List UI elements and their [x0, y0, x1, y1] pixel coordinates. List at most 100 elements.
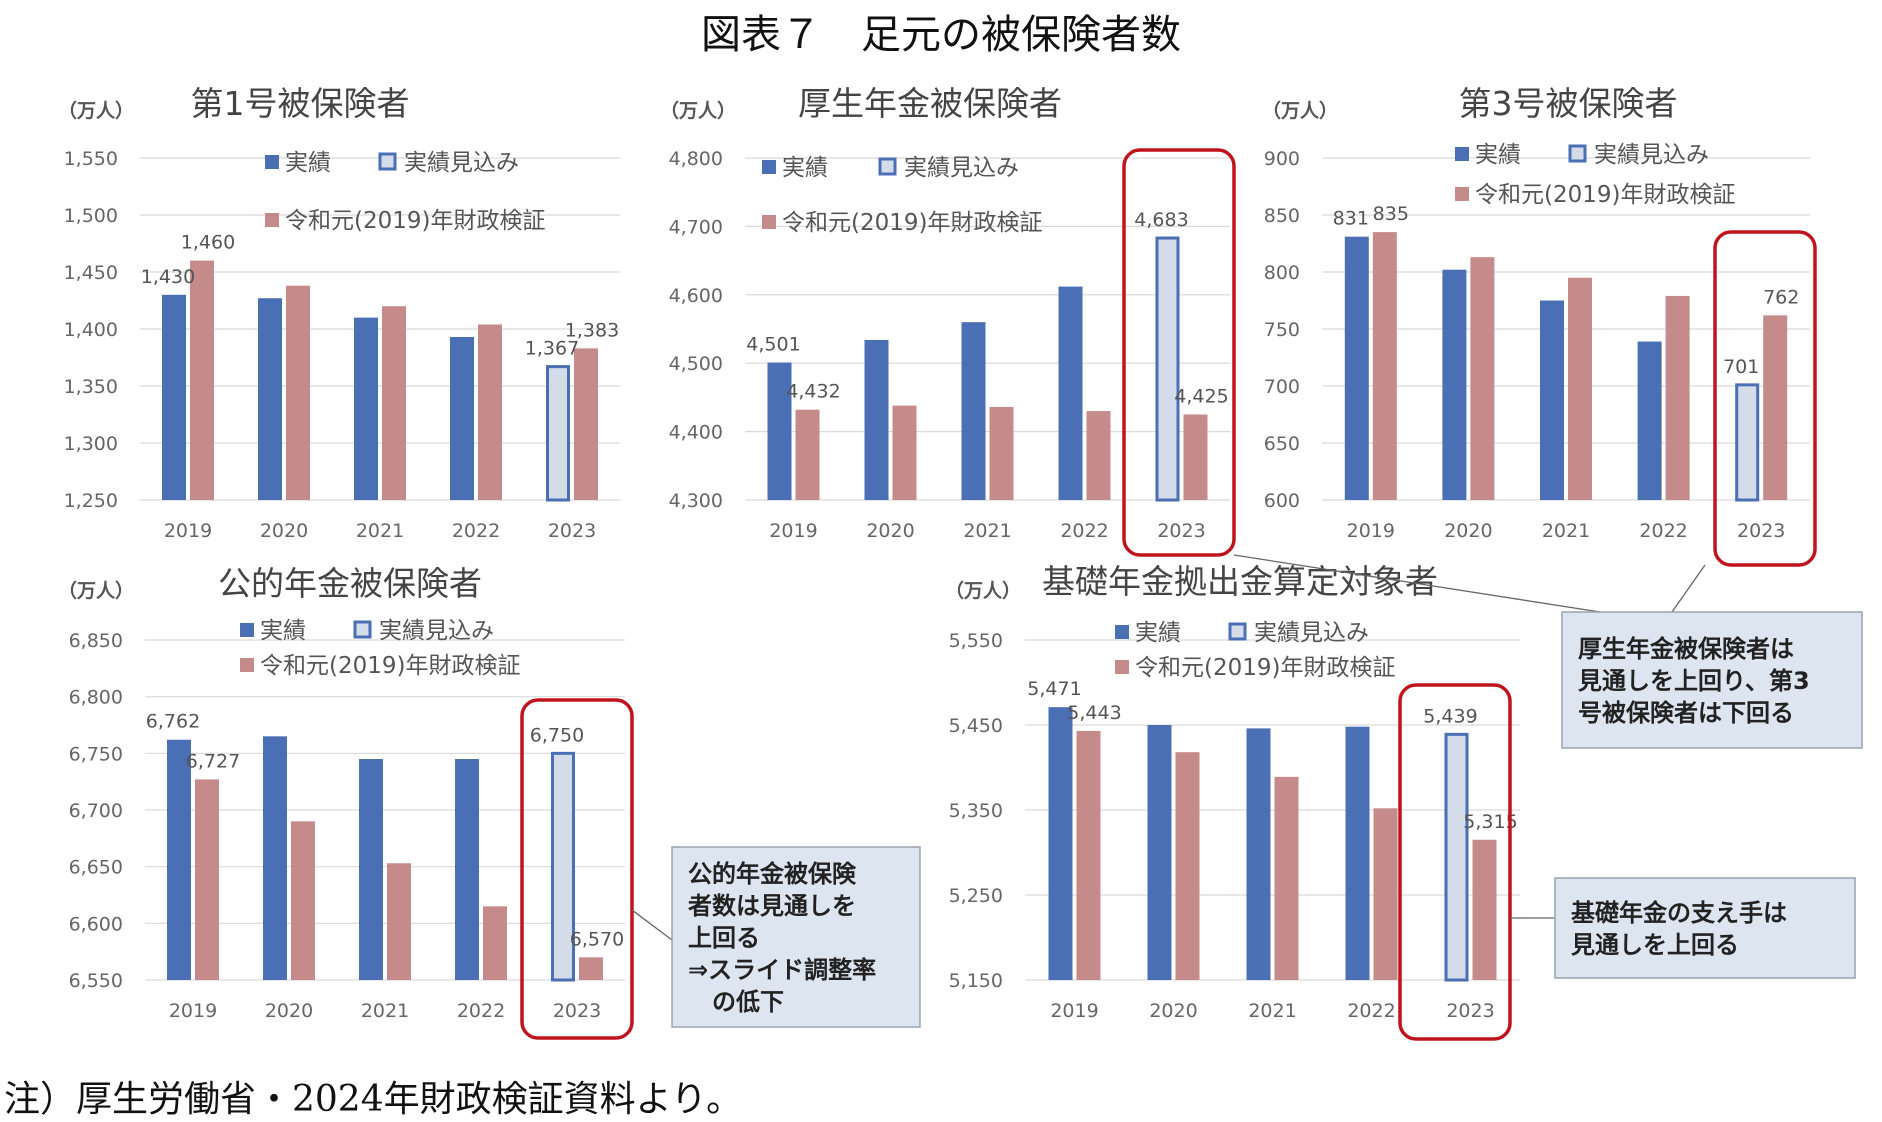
- data-label-projection: 6,727: [186, 750, 240, 772]
- legend-label-projection: 令和元(2019)年財政検証: [285, 208, 545, 234]
- y-tick-label: 1,500: [64, 205, 118, 227]
- x-tick-label: 2021: [361, 1000, 409, 1022]
- y-tick-label: 1,450: [64, 262, 118, 284]
- x-tick-label: 2020: [1444, 520, 1492, 542]
- callout-text-line: 者数は見通しを: [688, 892, 856, 920]
- bar-actual: [354, 317, 378, 500]
- x-tick-label: 2020: [1149, 1000, 1197, 1022]
- y-tick-label: 5,550: [949, 630, 1003, 652]
- x-tick-label: 2019: [769, 520, 817, 542]
- y-tick-label: 1,350: [64, 376, 118, 398]
- page-title: 図表７ 足元の被保険者数: [701, 12, 1181, 58]
- legend-swatch-estimate: [878, 157, 897, 176]
- x-tick-label: 2019: [1347, 520, 1395, 542]
- y-tick-label: 850: [1264, 205, 1300, 227]
- legend-swatch-estimate: [1228, 622, 1247, 641]
- x-tick-label: 2019: [164, 520, 212, 542]
- chart-panel-2: 厚生年金被保険者 （万人） 4,300 4,400 4,500 4,600 4,700 4,8…: [660, 84, 1236, 557]
- chart-panel-4: 公的年金被保険者 （万人） 6,550 6,600 6,650 6,700 6,750 6,8…: [58, 564, 634, 1040]
- y-tick-label: 6,750: [69, 743, 123, 765]
- data-label-projection: 4,425: [1174, 386, 1228, 408]
- bar-projection: [1763, 315, 1788, 500]
- data-label-actual: 6,750: [530, 724, 584, 746]
- data-label-actual: 4,501: [746, 334, 800, 356]
- y-tick-label: 6,550: [69, 970, 123, 992]
- legend-label-actual: 実績: [782, 155, 828, 181]
- bar-projection: [1076, 730, 1101, 980]
- bar-actual: [450, 336, 474, 500]
- callout-text-line: 公的年金被保険: [688, 860, 857, 888]
- highlight-2023-box: [1398, 683, 1512, 1041]
- chart-panel-5: 基礎年金拠出金算定対象者 （万人） 5,150 5,250 5,350 5,450 5,55…: [945, 562, 1520, 1041]
- x-tick-label: 2023: [1157, 520, 1205, 542]
- bar-actual: [1540, 300, 1564, 500]
- data-label-projection: 1,460: [181, 232, 235, 254]
- x-tick-label: 2021: [1248, 1000, 1296, 1022]
- x-tick-label: 2022: [1347, 1000, 1395, 1022]
- bar-actual: [1147, 725, 1172, 980]
- bar-actual: [1058, 286, 1083, 500]
- y-tick-label: 900: [1264, 148, 1300, 170]
- bar-projection: [195, 779, 219, 980]
- bar-projection: [989, 406, 1014, 500]
- legend-label-projection: 令和元(2019)年財政検証: [782, 210, 1042, 236]
- bar-projection: [478, 324, 502, 500]
- bar-actual: [162, 294, 186, 500]
- y-tick-label: 1,250: [64, 490, 118, 512]
- data-label-actual: 6,762: [146, 711, 200, 733]
- chart-title: 第1号被保険者: [191, 84, 410, 123]
- bar-projection: [1086, 411, 1111, 500]
- data-label-actual: 1,367: [525, 338, 579, 360]
- legend-swatch-estimate: [378, 152, 397, 171]
- callout-box: [671, 846, 921, 1028]
- bar-projection: [1472, 839, 1497, 980]
- chart-title: 公的年金被保険者: [218, 564, 482, 603]
- bar-actual: [263, 736, 287, 980]
- x-tick-label: 2019: [169, 1000, 217, 1022]
- bar-actual: [1048, 707, 1073, 980]
- unit-label: （万人）: [1262, 99, 1338, 122]
- callout-connector: [631, 909, 673, 941]
- x-tick-label: 2019: [1050, 1000, 1098, 1022]
- bar-projection: [579, 957, 603, 980]
- data-label-actual: 701: [1723, 356, 1759, 378]
- bar-projection: [291, 821, 315, 980]
- bar-projection: [892, 405, 917, 500]
- bar-actual: [767, 362, 792, 500]
- unit-label: （万人）: [945, 579, 1021, 602]
- chart-title: 第3号被保険者: [1459, 84, 1678, 123]
- data-label-actual: 1,430: [141, 266, 195, 288]
- bar-projection: [387, 863, 411, 980]
- callout-connector: [1233, 554, 1601, 613]
- bar-estimate: [551, 751, 575, 982]
- x-tick-label: 2023: [553, 1000, 601, 1022]
- bar-actual: [1246, 728, 1271, 980]
- y-tick-label: 4,300: [669, 490, 723, 512]
- bar-estimate: [546, 365, 570, 502]
- bar-actual: [1345, 726, 1370, 980]
- bar-actual: [455, 759, 479, 980]
- x-tick-label: 2020: [866, 520, 914, 542]
- callout-text-line: 厚生年金被保険者は: [1578, 635, 1794, 663]
- callout-text-line: 号被保険者は下回る: [1578, 699, 1794, 727]
- legend-swatch-projection: [1455, 187, 1469, 201]
- x-tick-label: 2021: [356, 520, 404, 542]
- y-tick-label: 700: [1264, 376, 1300, 398]
- legend-label-projection: 令和元(2019)年財政検証: [1475, 182, 1735, 208]
- bar-estimate: [1444, 732, 1469, 982]
- y-tick-label: 6,650: [69, 857, 123, 879]
- y-tick-label: 6,850: [69, 630, 123, 652]
- bar-estimate: [1735, 383, 1760, 502]
- legend-label-projection: 令和元(2019)年財政検証: [1135, 655, 1395, 681]
- highlight-2023-box: [1713, 230, 1817, 567]
- y-tick-label: 600: [1264, 490, 1300, 512]
- x-tick-label: 2021: [963, 520, 1011, 542]
- data-label-projection: 835: [1373, 203, 1409, 225]
- data-label-projection: 5,443: [1067, 702, 1121, 724]
- callout-connector: [1671, 564, 1706, 613]
- legend-label-estimate: 実績見込み: [1594, 142, 1709, 168]
- highlight-2023-box: [520, 698, 634, 1040]
- legend-label-estimate: 実績見込み: [404, 150, 519, 176]
